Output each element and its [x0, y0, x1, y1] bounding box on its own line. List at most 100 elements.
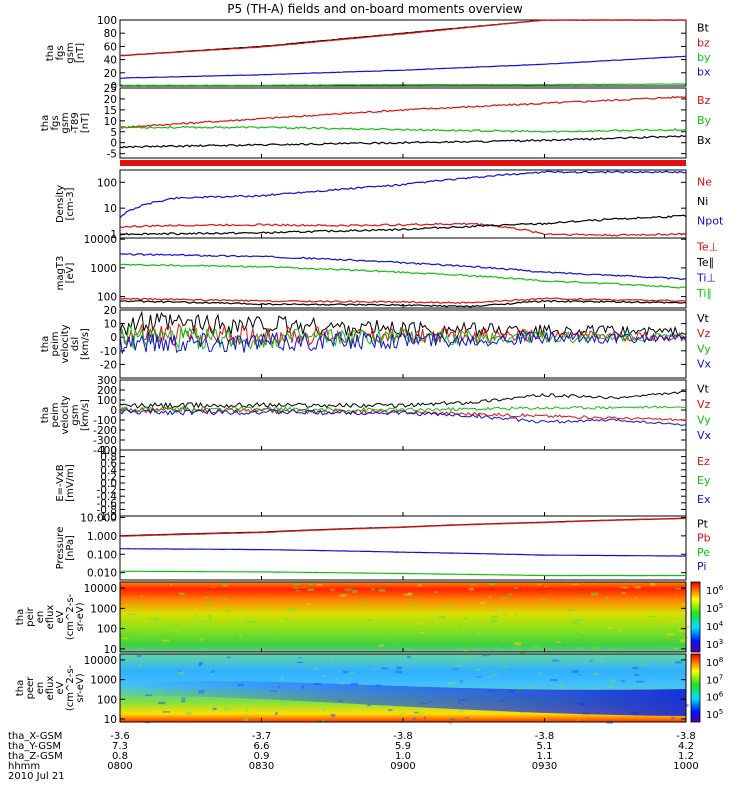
- heatmap-speckle: [292, 586, 299, 589]
- heatmap-speckle: [313, 668, 319, 670]
- x-axis-row-label: tha_Y-GSM: [8, 741, 61, 752]
- legend-entry-Bx: Bx: [697, 134, 712, 147]
- x-axis-value: -3.8: [535, 731, 555, 742]
- heatmap-speckle: [518, 660, 523, 663]
- colorbar-tick-label: 106: [706, 691, 724, 704]
- heatmap-speckle: [487, 675, 494, 678]
- heatmap-speckle: [349, 672, 355, 675]
- heatmap-speckle: [209, 617, 213, 621]
- heatmap-speckle: [497, 649, 500, 653]
- heatmap-speckle: [470, 649, 476, 652]
- x-axis-value: -3.8: [676, 731, 696, 742]
- heatmap-speckle: [322, 675, 326, 677]
- heatmap-speckle: [591, 646, 600, 650]
- y-tick-label: 10000: [84, 583, 117, 595]
- heatmap-speckle: [580, 647, 583, 649]
- heatmap-speckle: [287, 607, 296, 611]
- heatmap-speckle: [281, 702, 287, 706]
- y-tick-label: 10000: [84, 655, 117, 667]
- heatmap-speckle: [499, 597, 508, 599]
- heatmap-speckle: [634, 674, 640, 676]
- y-tick-label: -20: [100, 359, 117, 371]
- heatmap-speckle: [137, 655, 142, 658]
- series-Bz: [119, 95, 687, 129]
- x-axis-value: 0830: [249, 761, 274, 772]
- heatmap-speckle: [480, 598, 484, 600]
- heatmap-speckle: [137, 636, 144, 640]
- legend-entry-Pi: Pi: [697, 560, 706, 573]
- heatmap-speckle: [275, 712, 278, 715]
- heatmap-speckle: [474, 620, 478, 622]
- legend-entry-Vt: Vt: [697, 312, 710, 325]
- legend-entry-Pb: Pb: [697, 532, 711, 545]
- heatmap-speckle: [503, 613, 507, 616]
- y-tick-label: -0.8: [97, 504, 118, 516]
- heatmap-speckle: [649, 582, 656, 586]
- heatmap-speckle: [388, 709, 393, 711]
- heatmap-speckle: [343, 593, 348, 597]
- heatmap-speckle: [674, 588, 681, 590]
- heatmap-speckle: [540, 598, 547, 601]
- series-Ni: [119, 214, 687, 236]
- heatmap-speckle: [121, 637, 129, 640]
- y-axis-label-line: [nT]: [80, 113, 91, 133]
- y-tick-label: -0.4: [97, 491, 118, 503]
- y-axis-label: E=-VxB [mV/m]: [55, 464, 76, 502]
- heatmap-speckle: [321, 708, 326, 711]
- heatmap-speckle: [608, 626, 613, 630]
- heatmap-speckle: [212, 707, 217, 711]
- y-axis-label-line: peim: [50, 331, 61, 356]
- heatmap-speckle: [177, 671, 185, 675]
- series-Vt: [119, 310, 687, 339]
- heatmap-speckle: [462, 657, 468, 660]
- legend-entry-Bz: Bz: [697, 94, 711, 107]
- heatmap-speckle: [618, 586, 625, 589]
- y-tick-label: -400: [93, 445, 117, 457]
- panel-velocity_dsl: -20-10 010 20 tha peim velocity dsl [km/s] Vt Vz V…: [40, 305, 712, 379]
- heatmap-speckle: [529, 685, 537, 687]
- heatmap-speckle: [449, 718, 456, 720]
- legend-entry-By: By: [697, 114, 712, 127]
- y-axis-label-line: eV: [55, 610, 66, 623]
- y-axis-label-line: [nPa]: [65, 535, 76, 561]
- y-tick-label: 100: [97, 395, 117, 407]
- y-tick-label: 0: [110, 405, 117, 417]
- heatmap-speckle: [308, 583, 314, 586]
- series-Vt: [119, 390, 687, 410]
- y-axis-label-line: tha: [15, 609, 26, 625]
- colorbar-tick-label: 104: [706, 620, 724, 633]
- heatmap-speckle: [378, 644, 385, 647]
- y-axis-label-line: gsm: [60, 112, 71, 133]
- heatmap-speckle: [181, 699, 185, 703]
- x-axis-table: tha_X-GSMtha_Y-GSMtha_Z-GSMhhmm-3.67.30.…: [8, 731, 699, 782]
- y-tick-label: 1: [110, 229, 117, 241]
- series-bz: [119, 19, 687, 57]
- y-axis-label-line: (cm^2-s-: [65, 664, 76, 711]
- heatmap-speckle: [129, 654, 132, 657]
- panel-efield: -1.0-0.8-0.6-0.4-0.20.00.20.40.60.81.0 E=…: [55, 445, 711, 523]
- y-axis-label-line: tha: [45, 45, 56, 61]
- chart-title: P5 (TH-A) fields and on-board moments ov…: [227, 2, 523, 16]
- heatmap-speckle: [245, 709, 249, 712]
- heatmap-speckle: [199, 661, 203, 665]
- heatmap-speckle: [460, 679, 463, 683]
- heatmap-speckle: [250, 620, 255, 623]
- heatmap-speckle: [571, 670, 579, 673]
- y-axis-label: tha fgs gsm [nT]: [45, 42, 86, 63]
- legend-entry-Te⊥: Te⊥: [696, 240, 718, 253]
- series-bx: [119, 55, 687, 79]
- heatmap-speckle: [621, 592, 626, 595]
- heatmap-speckle: [367, 704, 371, 707]
- series-Ne: [119, 222, 687, 237]
- heatmap-speckle: [671, 628, 679, 631]
- legend-entry-Bt: Bt: [697, 22, 710, 35]
- heatmap-speckle: [648, 615, 656, 618]
- heatmap-speckle: [468, 587, 474, 591]
- heatmap-speckle: [448, 721, 452, 725]
- heatmap-speckle: [499, 614, 506, 617]
- y-axis-label-line: peim: [50, 402, 61, 427]
- y-axis-label-line: eV: [55, 681, 66, 694]
- heatmap-speckle: [317, 720, 322, 723]
- heatmap-speckle: [393, 644, 401, 646]
